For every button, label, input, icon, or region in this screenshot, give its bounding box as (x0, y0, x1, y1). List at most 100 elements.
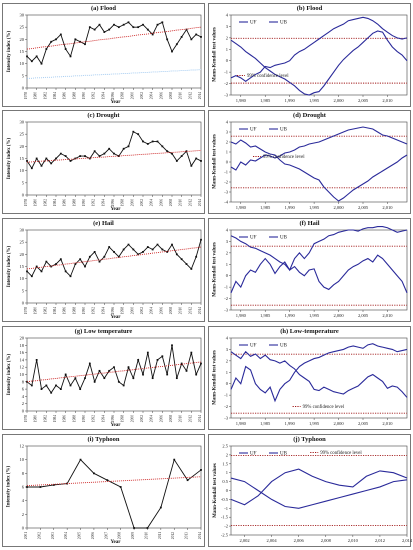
chart-panel-a: (a) Flood Intensity index (%) Year 0 5 10 15 20… (2, 3, 205, 107)
series-uf (230, 468, 408, 506)
y-tick-label: 0 (22, 86, 25, 91)
x-tick-label: 1992 (92, 307, 96, 314)
x-tick-label: 1992 (92, 92, 96, 99)
x-tick-label: 2008 (169, 307, 173, 314)
data-point (69, 160, 72, 162)
data-point (64, 155, 67, 157)
x-tick-label: 2012 (188, 307, 192, 314)
x-tick-label: 2010 (144, 532, 148, 539)
y-tick-label: 0 (226, 381, 229, 386)
x-tick-label: 1980 (34, 199, 38, 206)
chart-title: (b) Flood (296, 5, 323, 12)
x-tick-label: 2008 (169, 415, 173, 422)
y-tick-label: -3 (224, 308, 228, 313)
data-point (88, 255, 91, 258)
chart-title: (j) Typhoon (293, 436, 326, 443)
y-tick-label: -1 (224, 393, 228, 398)
chart-panel-i: (i) Typhoon Intensity index (%) Year 0 2 4 6 8 1… (2, 434, 205, 547)
data-point (185, 369, 188, 372)
data-point (190, 268, 193, 270)
data-point (103, 377, 106, 380)
chart-title: (g) Low temperature (74, 328, 133, 335)
y-tick-label: 4 (226, 13, 229, 18)
chart-title: (h) Low-temperature (280, 328, 339, 335)
y-tick-label: -2.5 (221, 533, 229, 538)
y-tick-label: 15 (20, 264, 25, 269)
y-tick-label: 1 (226, 470, 228, 475)
x-tick-label: 2,000 (333, 421, 344, 427)
data-point (84, 265, 86, 268)
data-point (195, 33, 198, 36)
x-axis-label: Year (110, 423, 121, 428)
x-tick-label: 2012 (188, 92, 192, 99)
x-tick-label: 2,012 (375, 538, 385, 544)
y-tick-label: 20 (20, 336, 25, 341)
plot-frame (26, 337, 202, 412)
data-point (59, 258, 62, 261)
data-point (151, 140, 154, 143)
data-point (30, 60, 33, 63)
x-tick-label: 2,002 (239, 538, 249, 544)
data-point (186, 479, 189, 482)
data-point (137, 26, 140, 29)
data-point (137, 359, 140, 361)
data-point (132, 248, 135, 251)
x-tick-label: 2010 (179, 415, 183, 422)
data-point (50, 40, 53, 43)
x-tick-label: 1,985 (260, 98, 271, 104)
data-point (175, 377, 178, 380)
x-tick-label: 2014 (198, 199, 202, 206)
y-tick-label: 2 (22, 401, 24, 406)
x-tick-label: 1,995 (309, 98, 320, 104)
data-point (166, 373, 169, 376)
x-tick-label: 2004 (64, 532, 68, 539)
y-tick-label: 25 (20, 25, 25, 30)
data-point (195, 373, 198, 376)
y-tick-label: 10 (20, 168, 25, 173)
data-point (166, 251, 169, 253)
data-point (142, 251, 144, 253)
x-tick-label: 2006 (91, 532, 95, 539)
data-point (79, 458, 82, 461)
data-point (132, 26, 135, 29)
x-tick-label: 1992 (92, 199, 96, 206)
trend-line (27, 69, 202, 79)
y-tick-label: 12 (20, 365, 25, 370)
y-tick-label: 10 (20, 276, 25, 281)
legend-label: UF (250, 128, 257, 133)
x-tick-label: 1990 (82, 92, 86, 99)
data-point (84, 377, 86, 380)
data-point (190, 164, 193, 167)
y-tick-label: 1 (226, 47, 228, 52)
x-tick-label: 1982 (43, 307, 47, 314)
x-tick-label: 2,005 (358, 205, 369, 211)
data-point (98, 23, 101, 26)
data-point (175, 253, 178, 256)
data-point (200, 160, 202, 162)
data-point (185, 28, 188, 31)
plot-svg: -2.5 -2 -1.5 -1 -0.5 0 0.5 1 1.5 2 2.5 2,002 2,004 2,… (221, 444, 413, 545)
data-point (185, 263, 188, 265)
data-point (132, 130, 135, 133)
data-point (40, 388, 43, 390)
x-tick-label: 1,995 (309, 205, 320, 211)
y-tick-label: 4 (226, 228, 229, 233)
data-point (40, 62, 43, 65)
data-point (180, 362, 183, 365)
chart-panel-f: (f) Hail Mann-Kendall test values -3 -2 -1 0 1… (208, 218, 411, 322)
x-tick-label: 2,010 (382, 313, 393, 319)
y-tick-label: 8 (22, 379, 25, 384)
series-uf (230, 343, 408, 403)
y-tick-label: 6 (22, 485, 25, 490)
data-point (119, 486, 122, 488)
x-tick-label: 2004 (150, 307, 154, 314)
y-tick-label: -3 (224, 416, 228, 421)
x-tick-label: 1,980 (236, 421, 247, 427)
y-tick-label: 30 (20, 13, 25, 18)
data-point (55, 384, 57, 387)
x-tick-label: 1986 (63, 92, 67, 99)
plot-svg: 0 5 10 15 20 25 30 1978 1980 1982 1984 1986 1988 1990… (20, 13, 203, 100)
x-tick-label: 2,005 (358, 421, 369, 427)
data-line (26, 239, 202, 278)
data-point (171, 50, 173, 53)
